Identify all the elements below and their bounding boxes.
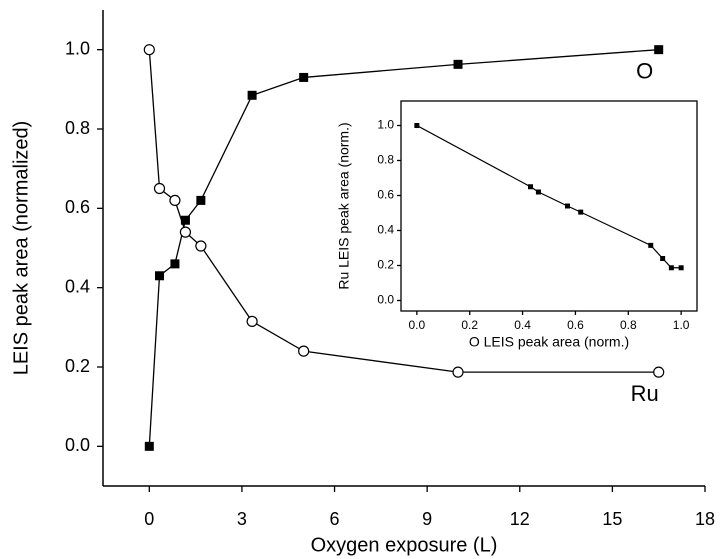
y-tick-label: 0.2	[377, 258, 394, 272]
data-point	[154, 271, 164, 281]
data-point	[414, 123, 420, 128]
data-point	[144, 441, 154, 451]
data-point	[246, 315, 258, 327]
y-tick-label: 0.8	[377, 153, 394, 167]
inset-background	[341, 96, 699, 351]
y-tick-label: 1.0	[377, 118, 394, 132]
y-tick-label: 0.4	[65, 276, 90, 296]
series-label: Ru	[631, 381, 659, 406]
x-tick-label: 0	[144, 509, 154, 529]
x-tick-label: 9	[422, 509, 432, 529]
data-point	[153, 182, 166, 195]
x-axis-title: Oxygen exposure (L)	[311, 534, 498, 556]
data-point	[247, 90, 257, 100]
data-point	[653, 366, 665, 378]
data-point	[179, 226, 192, 238]
x-tick-label: 0.0	[409, 318, 426, 332]
y-tick-label: 0.2	[65, 356, 90, 376]
data-point	[169, 194, 181, 206]
y-tick-label: 0.4	[377, 223, 394, 237]
data-point	[196, 195, 206, 205]
data-point	[578, 209, 584, 215]
x-tick-label: 0.4	[514, 318, 531, 332]
data-point	[195, 240, 207, 252]
y-axis-title: LEIS peak area (normalized)	[10, 121, 32, 376]
y-tick-label: 0.8	[65, 118, 90, 138]
series-label: O	[636, 58, 653, 83]
data-point	[453, 59, 463, 69]
x-axis-title: O LEIS peak area (norm.)	[469, 334, 629, 350]
x-tick-label: 15	[602, 509, 622, 529]
plot-frame	[400, 100, 698, 312]
data-point	[565, 203, 570, 209]
data-point	[660, 256, 666, 261]
y-tick-label: 0.0	[377, 293, 394, 307]
x-tick-label: 3	[237, 509, 247, 529]
y-tick-label: 0.6	[65, 197, 90, 217]
x-tick-label: 0.2	[461, 318, 478, 332]
data-point	[299, 72, 309, 82]
y-tick-label: 0.0	[65, 435, 90, 455]
data-point	[170, 259, 180, 269]
data-point	[180, 215, 190, 225]
x-tick-label: 0.8	[620, 318, 637, 332]
data-point	[452, 366, 464, 378]
data-point	[143, 44, 155, 56]
data-point	[648, 242, 654, 248]
x-tick-label: 1.0	[673, 318, 690, 332]
data-point	[535, 189, 541, 195]
x-tick-label: 18	[695, 509, 715, 529]
x-tick-label: 0.6	[567, 318, 584, 332]
data-point	[298, 345, 310, 357]
y-tick-label: 0.6	[377, 188, 394, 202]
y-axis-title: Ru LEIS peak area (norm.)	[336, 122, 352, 289]
x-tick-label: 12	[510, 509, 530, 529]
x-tick-label: 6	[330, 509, 340, 529]
y-tick-label: 1.0	[65, 38, 90, 58]
data-point	[528, 184, 533, 190]
data-point	[678, 265, 684, 271]
data-point	[668, 265, 674, 271]
data-point	[654, 45, 664, 55]
